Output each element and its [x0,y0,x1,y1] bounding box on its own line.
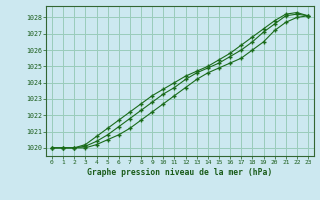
X-axis label: Graphe pression niveau de la mer (hPa): Graphe pression niveau de la mer (hPa) [87,168,273,177]
